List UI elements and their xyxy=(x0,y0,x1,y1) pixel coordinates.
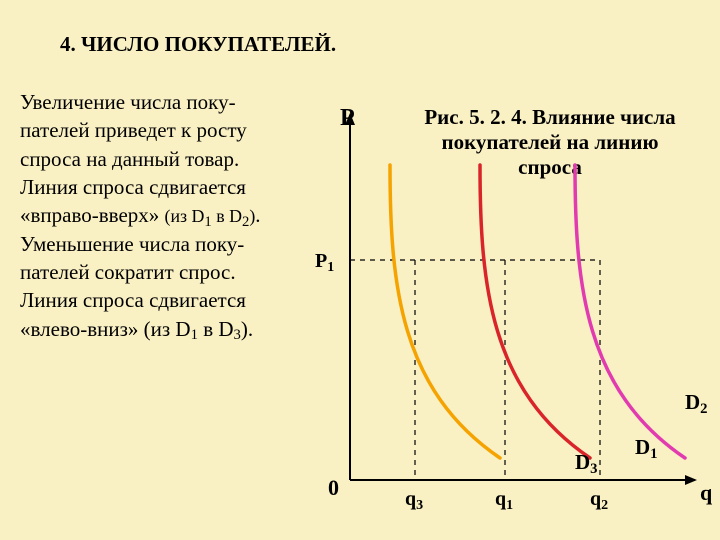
label-q1: q1 xyxy=(495,488,513,511)
body-text: Увеличение числа поку-пателей приведет к… xyxy=(20,88,330,343)
label-P: P xyxy=(340,105,355,132)
section-heading: 4. ЧИСЛО ПОКУПАТЕЛЕЙ. xyxy=(60,30,336,58)
label-D2: D2 xyxy=(685,390,708,415)
label-D1: D1 xyxy=(635,435,658,460)
label-P1: P1 xyxy=(315,250,334,273)
label-D3: D3 xyxy=(575,450,598,475)
label-q3: q3 xyxy=(405,488,423,511)
label-q: q xyxy=(700,480,712,506)
label-zero: 0 xyxy=(328,475,339,501)
label-q2: q2 xyxy=(590,488,608,511)
